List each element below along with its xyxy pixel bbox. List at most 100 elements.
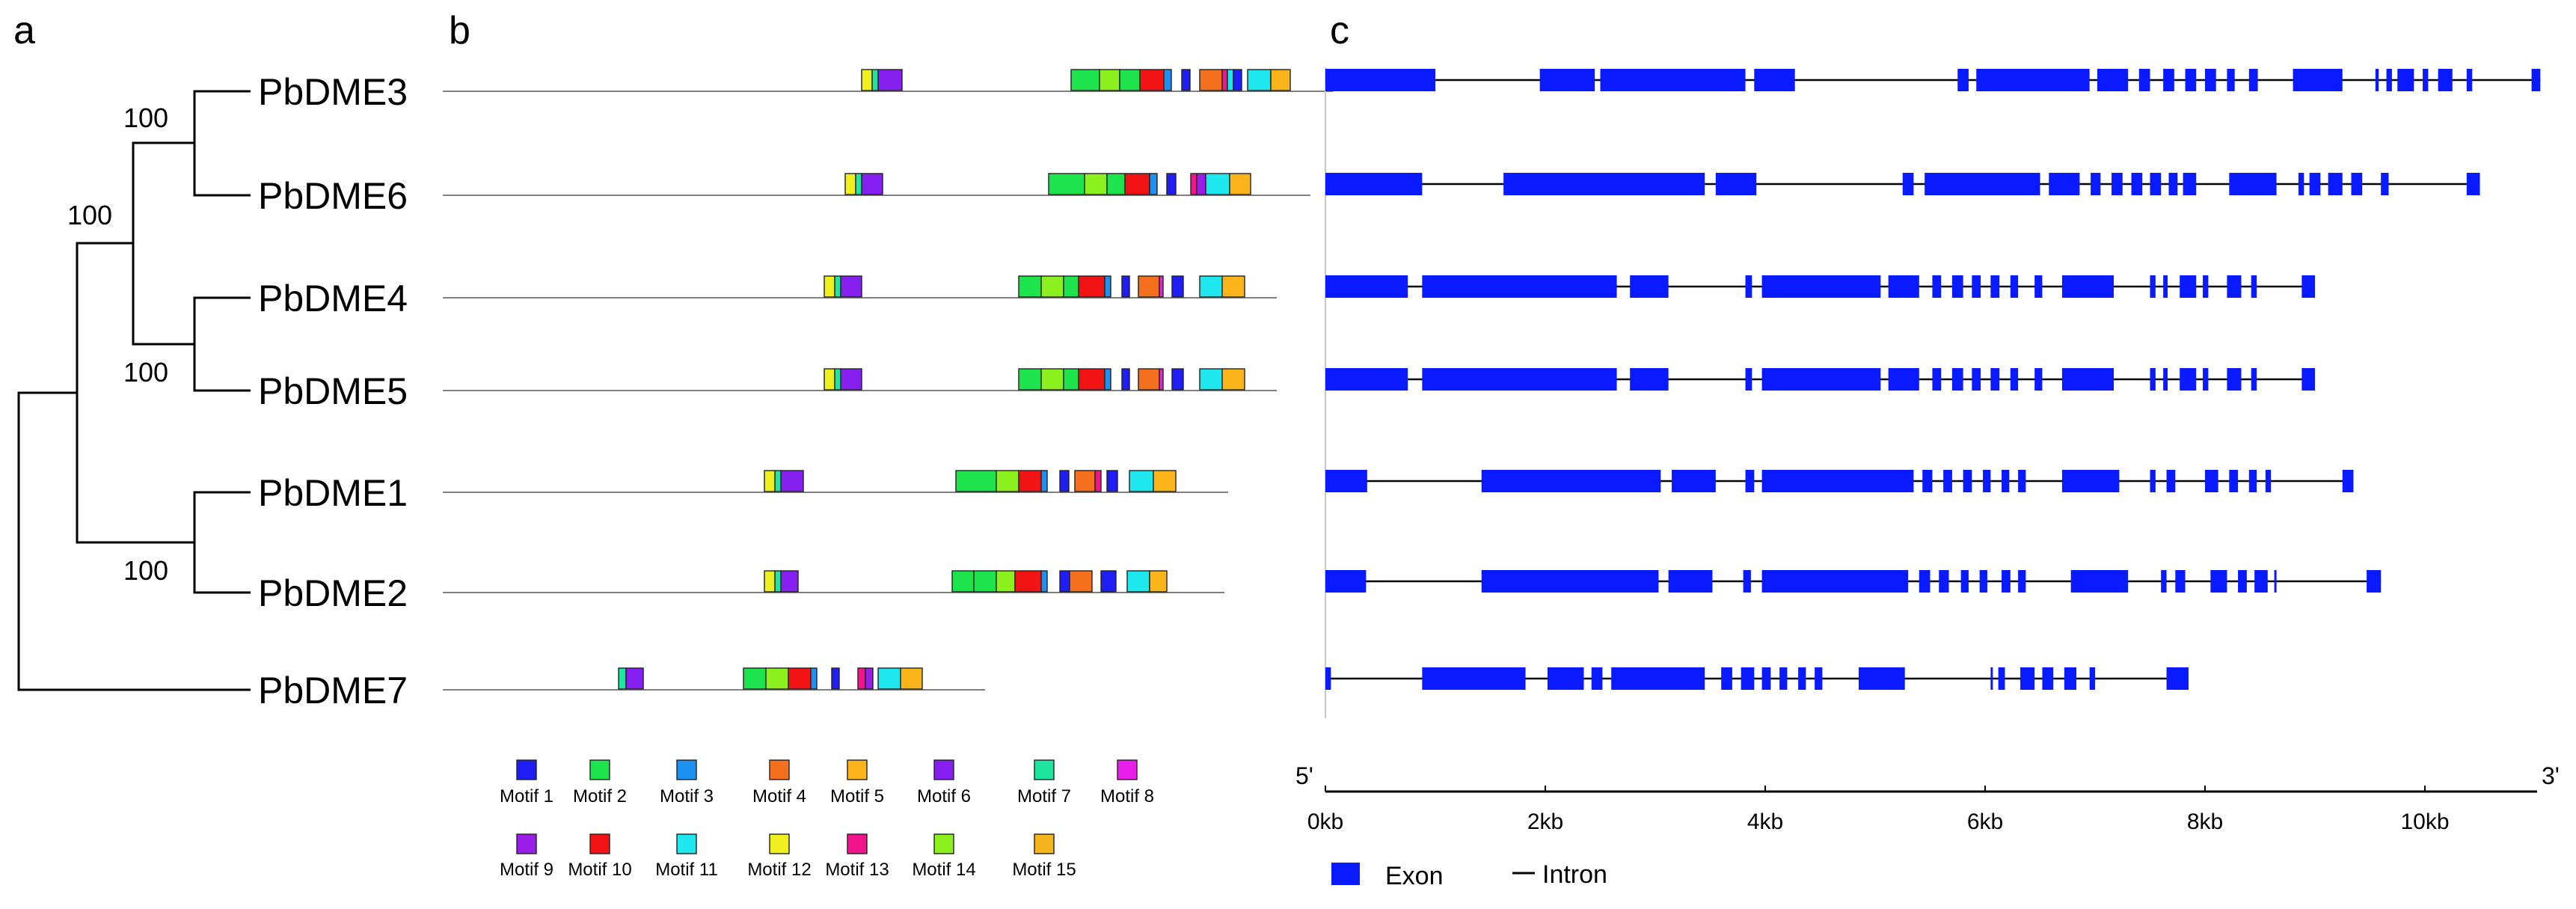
exon-block [2301, 275, 2315, 298]
exon-block [2248, 69, 2258, 91]
motif-block [1040, 570, 1048, 593]
motif-block [855, 173, 862, 195]
tree-branch [132, 141, 194, 346]
motif-block [1149, 570, 1168, 593]
motif-legend-swatch [769, 833, 790, 854]
motif-block [1159, 368, 1164, 391]
motif-legend-label: Motif 6 [917, 786, 971, 807]
exon-block [2254, 570, 2268, 593]
gene-label-pbdme7: PbDME7 [258, 670, 408, 711]
motif-block [788, 667, 812, 690]
exon-legend-label: Exon [1385, 862, 1444, 890]
exon-block [1979, 570, 1987, 593]
motif-block [1069, 570, 1093, 593]
motif-block [1078, 368, 1105, 391]
exon-block [2229, 470, 2239, 492]
exon-block [1972, 275, 1981, 298]
gene-structure-row [1325, 173, 2480, 195]
motif-block [1171, 368, 1184, 391]
motif-block [625, 667, 644, 690]
motif-block [973, 570, 997, 593]
exon-block [2070, 570, 2129, 593]
motif-block [1124, 173, 1150, 195]
bootstrap-value: 100 [123, 555, 168, 586]
motif-legend-swatch [676, 759, 697, 780]
exon-block [1325, 275, 1408, 298]
exon-block [2274, 570, 2277, 593]
phylogenetic-tree [17, 90, 251, 691]
gene-structure-row [1325, 667, 2189, 690]
motif-block [840, 368, 862, 391]
motif-legend-label: Motif 14 [912, 860, 975, 880]
motif-legend-swatch [516, 759, 537, 780]
exon-block [2061, 470, 2120, 492]
exon-block [1741, 667, 1755, 690]
motif-block [1084, 173, 1108, 195]
five-prime-label: 5' [1295, 762, 1313, 789]
exon-block [1761, 275, 1881, 298]
exon-block [1547, 667, 1584, 690]
exon-block [2163, 368, 2168, 391]
exon-block [1611, 667, 1705, 690]
motif-legend-item: Motif 6 [917, 759, 971, 807]
gene-label-pbdme2: PbDME2 [258, 572, 408, 614]
bootstrap-value: 100 [67, 200, 112, 230]
motif-block [774, 470, 782, 492]
exon-block [1963, 470, 1972, 492]
motif-legend-item: Motif 10 [568, 833, 632, 880]
motif-block [1099, 69, 1120, 91]
motif-block [1149, 173, 1158, 195]
tree-branch [193, 491, 251, 594]
exon-block [2112, 173, 2123, 195]
tree-branch [17, 391, 251, 691]
motif-block [1106, 470, 1118, 492]
motif-block [996, 470, 1019, 492]
motif-block [1199, 368, 1223, 391]
exon-block [1951, 275, 1963, 298]
motif-legend-item: Motif 2 [573, 759, 627, 807]
motif-block [1104, 368, 1111, 391]
exon-block [2238, 570, 2247, 593]
motif-block [1247, 69, 1272, 91]
exon-block [1745, 368, 1752, 391]
exon-block [1325, 470, 1367, 492]
exon-block [1481, 570, 1659, 593]
bootstrap-value: 100 [123, 357, 168, 388]
exon-block [1798, 667, 1806, 690]
axis-tick: 2kb [1527, 786, 1563, 834]
motif-block [1227, 69, 1234, 91]
motif-legend-label: Motif 15 [1012, 860, 1076, 880]
motif-block [1138, 368, 1160, 391]
exon-block [1630, 368, 1669, 391]
motif-block [1199, 69, 1223, 91]
exon-block [2328, 173, 2343, 195]
motif-block [865, 667, 874, 690]
exon-block [1715, 173, 1757, 195]
motif-row [443, 667, 985, 691]
exon-block [1951, 368, 1963, 391]
exon-block [2061, 275, 2114, 298]
motif-legend-label: Motif 1 [500, 786, 553, 807]
motif-block [1233, 69, 1242, 91]
motif-block [1205, 173, 1230, 195]
motif-legend: Motif 1 Motif 2 Motif 3 Motif 4 Motif 5 Motif… [500, 759, 1154, 880]
motif-legend-label: Motif 2 [573, 786, 627, 807]
exon-block [2227, 69, 2235, 91]
exon-block [2168, 173, 2178, 195]
gene-structure-row [1325, 275, 2315, 298]
exon-block [2423, 69, 2429, 91]
exon-block [1972, 368, 1981, 391]
motif-legend-label: Motif 3 [660, 786, 714, 807]
motif-block [1163, 69, 1172, 91]
motif-block [1100, 570, 1117, 593]
motif-block [877, 69, 903, 91]
motif-row [443, 173, 1310, 196]
motif-block [1199, 275, 1223, 298]
motif-block [1121, 368, 1130, 391]
motif-block [1018, 470, 1042, 492]
motif-legend-label: Motif 10 [568, 860, 631, 880]
exon-block [1932, 275, 1942, 298]
motif-block [1270, 69, 1291, 91]
motif-block [1014, 570, 1042, 593]
motif-block [764, 470, 776, 492]
